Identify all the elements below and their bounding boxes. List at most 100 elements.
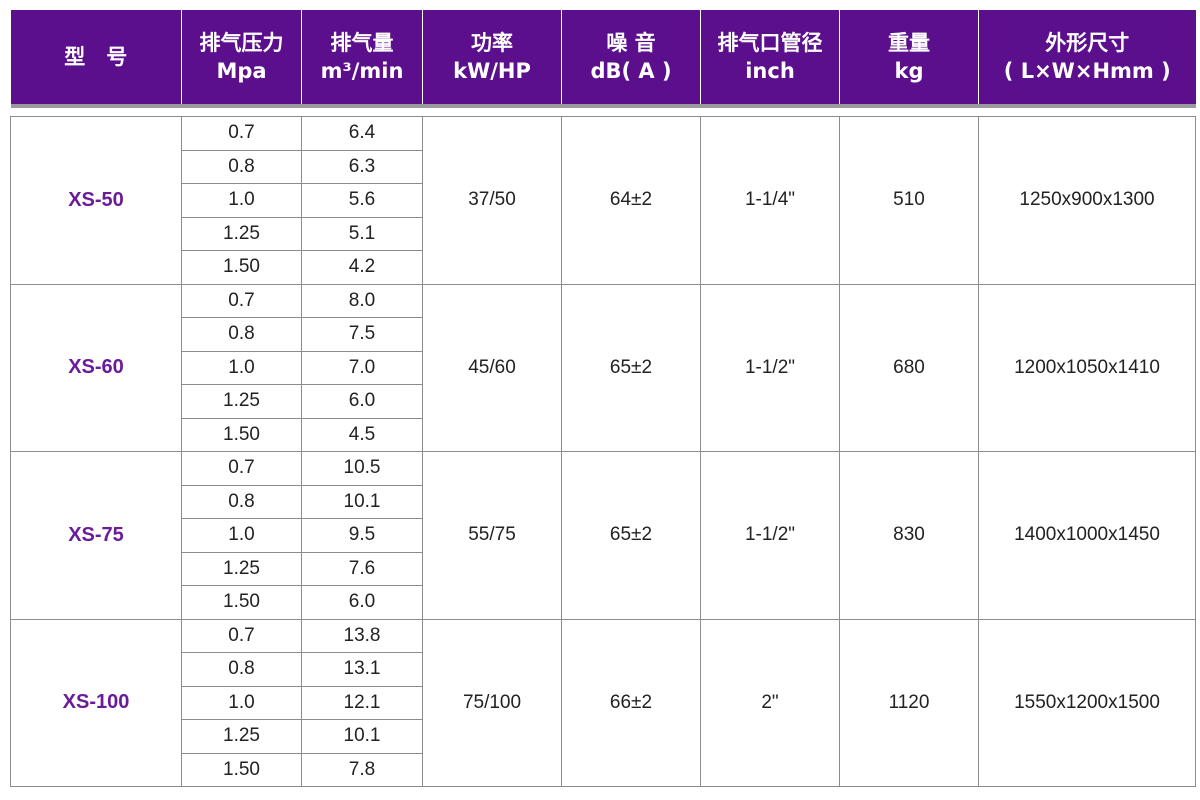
header-flow-unit: m³/min [320,59,404,83]
header-spacer-row [10,106,1196,117]
pressure-cell: 0.8 [181,484,302,519]
pressure-cell: 1.0 [181,183,302,218]
outlet-cell: 2" [700,618,840,787]
flow-cell: 5.6 [301,183,423,218]
flow-cell: 7.0 [301,350,423,385]
header-outlet: 排气口管径 inch [700,10,840,108]
flow-cell: 10.5 [301,451,423,486]
pressure-cell: 0.7 [181,618,302,653]
power-cell: 55/75 [422,451,562,620]
pressure-cell: 1.0 [181,685,302,720]
header-row: 型 号 排气压力 Mpa 排气量 m³/min 功率 kW/HP 噪 音 dB( A )… [10,10,1196,108]
pressure-cell: 1.25 [181,551,302,586]
flow-cell: 7.6 [301,551,423,586]
weight-cell: 510 [839,116,979,285]
outlet-cell: 1-1/2" [700,283,840,452]
spacer-cell [839,106,979,117]
flow-cell: 7.5 [301,317,423,352]
header-power: 功率 kW/HP [422,10,562,108]
header-outlet-label: 排气口管径 [717,31,823,55]
table-row: 0.8 7.5 [11,317,1196,352]
table-row: XS-100 0.7 13.8 75/100 66±2 2" 1120 1550x1200x1… [10,618,1196,787]
flow-cell: 13.8 [301,618,423,653]
table-row: 1.0 7.0 [11,350,1196,385]
pressure-cell: 1.50 [181,417,302,452]
table-row: 1.25 7.6 [11,551,1196,586]
header-outlet-unit: inch [745,59,795,83]
header-flow-label: 排气量 [330,31,394,55]
spacer-cell [301,106,423,117]
model-name-cell: XS-75 [10,451,182,620]
table-row: 1.50 7.8 [11,752,1196,787]
spec-table: 型 号 排气压力 Mpa 排气量 m³/min 功率 kW/HP 噪 音 dB( A )… [10,10,1196,787]
pressure-cell: 1.25 [181,216,302,251]
flow-cell: 13.1 [301,652,423,687]
flow-cell: 5.1 [301,216,423,251]
model-name-cell: XS-100 [10,618,182,787]
header-power-label: 功率 [471,31,513,55]
header-model-label: 型 号 [64,45,128,69]
pressure-cell: 0.8 [181,317,302,352]
model-name-cell: XS-50 [10,116,182,285]
header-dimensions-unit: ( L×W×Hmm ) [1003,59,1171,83]
flow-cell: 9.5 [301,518,423,553]
flow-cell: 6.4 [301,116,423,151]
spacer-cell [561,106,701,117]
outlet-cell: 1-1/4" [700,116,840,285]
spacer-cell [181,106,302,117]
dimensions-cell: 1250x900x1300 [978,116,1196,285]
noise-cell: 64±2 [561,116,701,285]
flow-cell: 6.0 [301,585,423,620]
header-dimensions-label: 外形尺寸 [1045,31,1130,55]
header-noise: 噪 音 dB( A ) [561,10,701,108]
pressure-cell: 1.50 [181,752,302,787]
table-row: 1.50 4.5 [11,417,1196,452]
outlet-cell: 1-1/2" [700,451,840,620]
noise-cell: 65±2 [561,283,701,452]
noise-cell: 65±2 [561,451,701,620]
flow-cell: 10.1 [301,719,423,754]
flow-cell: 4.2 [301,250,423,285]
pressure-cell: 1.25 [181,384,302,419]
weight-cell: 680 [839,283,979,452]
table-row: XS-50 0.7 6.4 37/50 64±2 1-1/4" 510 1250x900x13… [10,116,1196,285]
header-weight-label: 重量 [888,31,930,55]
table-row: XS-75 0.7 10.5 55/75 65±2 1-1/2" 830 1400x1000x… [10,451,1196,620]
weight-cell: 1120 [839,618,979,787]
table-row: 1.50 4.2 [11,250,1196,285]
header-noise-unit: dB( A ) [590,59,672,83]
dimensions-cell: 1200x1050x1410 [978,283,1196,452]
header-pressure-unit: Mpa [216,59,267,83]
pressure-cell: 0.7 [181,283,302,318]
spacer-cell [10,106,182,117]
pressure-cell: 0.7 [181,451,302,486]
pressure-cell: 1.50 [181,585,302,620]
flow-cell: 6.0 [301,384,423,419]
header-flow: 排气量 m³/min [301,10,423,108]
table-row: 1.25 5.1 [11,216,1196,251]
table-row: 0.8 13.1 [11,652,1196,687]
table-row: 1.50 6.0 [11,585,1196,620]
spacer-cell [978,106,1196,117]
power-cell: 45/60 [422,283,562,452]
table-row: 1.25 10.1 [11,719,1196,754]
table-row: 1.0 9.5 [11,518,1196,553]
header-power-unit: kW/HP [453,59,531,83]
header-noise-label: 噪 音 [606,31,656,55]
header-pressure-label: 排气压力 [199,31,284,55]
pressure-cell: 1.0 [181,350,302,385]
noise-cell: 66±2 [561,618,701,787]
header-weight-unit: kg [894,59,924,83]
pressure-cell: 0.7 [181,116,302,151]
flow-cell: 7.8 [301,752,423,787]
flow-cell: 6.3 [301,149,423,184]
pressure-cell: 1.25 [181,719,302,754]
pressure-cell: 0.8 [181,652,302,687]
table-row: 0.8 6.3 [11,149,1196,184]
header-pressure: 排气压力 Mpa [181,10,302,108]
pressure-cell: 1.0 [181,518,302,553]
spacer-cell [700,106,840,117]
flow-cell: 10.1 [301,484,423,519]
pressure-cell: 1.50 [181,250,302,285]
pressure-cell: 0.8 [181,149,302,184]
